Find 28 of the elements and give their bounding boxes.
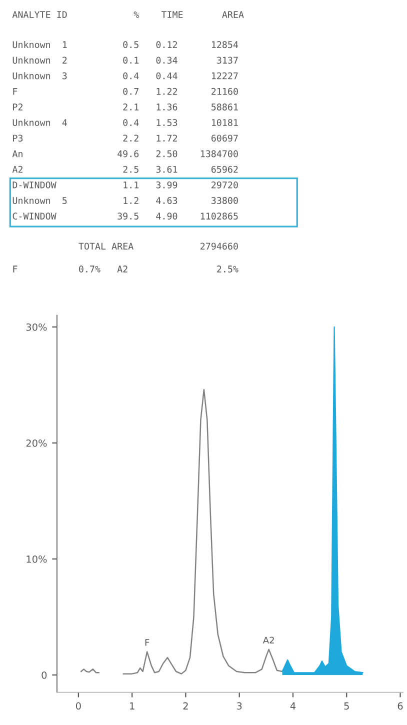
text: TOTAL AREA 2794660	[78, 242, 238, 250]
x-tick-label: 0	[76, 702, 81, 710]
x-tick-label: 2	[183, 702, 188, 710]
x-tick-label: 1	[130, 702, 134, 710]
text: P3 2.2 1.72 60697	[13, 134, 238, 142]
text: ANALYTE ID % TIME AREA	[12, 11, 244, 18]
text: F 0.7 1.22 21160	[13, 88, 238, 95]
text: Unknown 2 0.1 0.34 3137	[12, 56, 238, 64]
x-tick-label: 6	[398, 702, 403, 710]
text: Unknown 4 0.4 1.53 10181	[12, 118, 238, 126]
y-tick-label: 0	[42, 671, 47, 679]
text: C-WINDOW 39.5 4.90 1102865	[12, 212, 238, 220]
annotation: A2	[262, 636, 274, 644]
text: An 49.6 2.50 1384700	[12, 150, 238, 158]
text: F 0.7% A2 2.5%	[13, 266, 238, 272]
text: D-WINDOW 1.1 3.99 29720	[12, 181, 238, 188]
x-tick-label: 3	[236, 702, 242, 710]
y-tick-label: 20%	[26, 439, 47, 447]
x-tick-label: 4	[290, 702, 296, 710]
annotation: F	[145, 639, 150, 646]
text: Unknown 5 1.2 4.63 33800	[12, 196, 238, 204]
text: P2 2.1 1.36 58861	[13, 104, 238, 110]
y-tick-label: 30%	[26, 323, 47, 331]
text: Unknown 1 0.5 0.12 12854	[12, 41, 238, 48]
text: A2 2.5 3.61 65962	[12, 166, 238, 173]
y-tick-label: 10%	[26, 555, 47, 563]
x-tick-label: 5	[344, 702, 349, 710]
text: Unknown 3 0.4 0.44 12227	[12, 72, 238, 80]
